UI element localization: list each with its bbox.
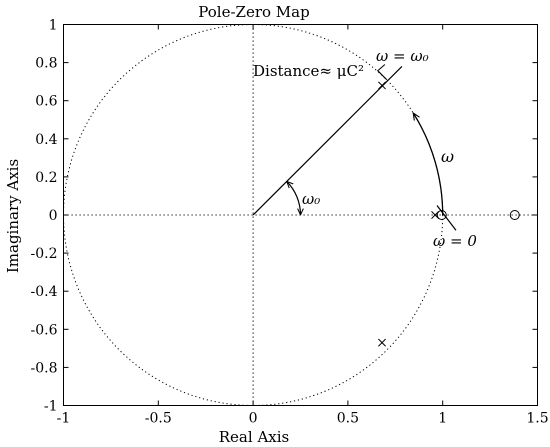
zero-marker (509, 210, 520, 220)
chart-title: Pole-Zero Map (198, 3, 309, 21)
omega-zero-leader (436, 205, 457, 231)
x-tick-label: 0.5 (337, 411, 359, 427)
omega0-radius-line (252, 65, 403, 216)
y-tick-label: -0.8 (31, 360, 58, 376)
plot-frame (63, 24, 538, 406)
y-tick-label: 1 (49, 18, 58, 34)
x-tick-label: -1 (57, 411, 71, 427)
omega-frequency-arc (413, 113, 444, 216)
annotation-omega0: ω₀ (302, 190, 320, 208)
x-tick-label: 1.5 (526, 411, 548, 427)
y-tick-label: 0.2 (35, 170, 57, 186)
annotation-omega-eq-zero: ω = 0 (433, 232, 477, 250)
pole-marker (378, 81, 386, 90)
y-tick-label: -0.2 (31, 246, 58, 262)
x-axis-title: Real Axis (219, 428, 289, 446)
y-tick-label: -1 (44, 399, 58, 415)
zero-marker (436, 210, 447, 220)
y-tick-label: 0 (49, 208, 58, 224)
omega0-label-leader (376, 64, 386, 72)
x-tick-label: 0 (249, 411, 258, 427)
omega0-angle-arc (287, 181, 301, 215)
y-tick-label: 0.4 (35, 132, 57, 148)
y-tick-label: 0.8 (35, 56, 57, 72)
x-tick-label: 1 (438, 411, 447, 427)
annotation-omega: ω (441, 147, 454, 166)
y-tick-label: -0.6 (31, 322, 58, 338)
y-tick-label: 0.6 (35, 94, 57, 110)
pole-marker (378, 338, 386, 347)
annotation-omega-eq-omega0: ω = ω₀ (376, 47, 429, 65)
y-axis-title: Imaginary Axis (4, 159, 22, 273)
annotation-distance: Distance≈ μC² (253, 62, 364, 80)
x-tick-label: -0.5 (145, 411, 172, 427)
y-tick-label: -0.4 (31, 284, 58, 300)
distance-bracket-line (377, 70, 388, 81)
